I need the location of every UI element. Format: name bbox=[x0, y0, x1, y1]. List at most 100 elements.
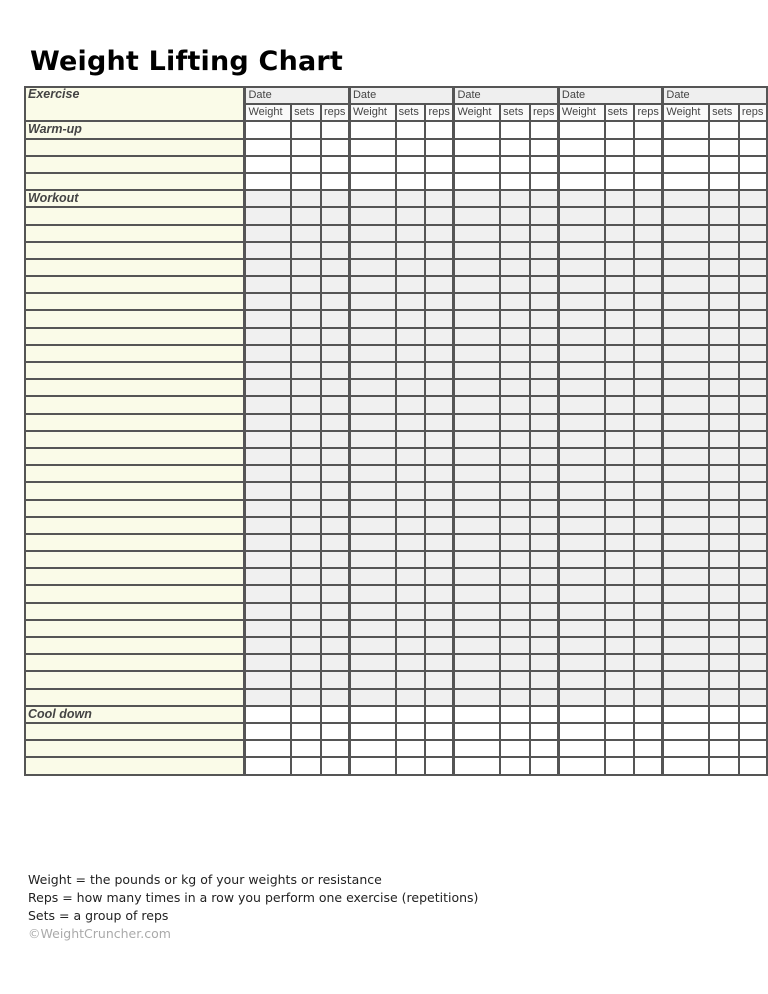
weight-cell[interactable] bbox=[452, 601, 502, 621]
reps-cell[interactable] bbox=[424, 326, 455, 346]
reps-cell[interactable] bbox=[528, 257, 560, 278]
sets-cell[interactable] bbox=[603, 756, 636, 776]
weight-cell[interactable] bbox=[347, 601, 397, 621]
sets-cell[interactable] bbox=[499, 446, 531, 467]
reps-cell[interactable] bbox=[633, 515, 664, 535]
weight-cell[interactable] bbox=[452, 137, 502, 157]
sets-cell[interactable] bbox=[708, 171, 740, 192]
reps-cell[interactable] bbox=[424, 481, 455, 501]
sets-cell[interactable] bbox=[290, 550, 322, 570]
sets-cell[interactable] bbox=[603, 206, 636, 226]
weight-cell[interactable] bbox=[661, 756, 711, 776]
weight-cell[interactable] bbox=[452, 292, 502, 312]
sets-cell[interactable] bbox=[603, 275, 636, 295]
sets-cell[interactable] bbox=[394, 429, 427, 449]
weight-cell[interactable] bbox=[452, 223, 502, 243]
weight-cell[interactable] bbox=[347, 739, 397, 759]
weight-cell[interactable] bbox=[661, 601, 711, 621]
sets-cell[interactable] bbox=[290, 292, 322, 312]
reps-cell[interactable] bbox=[424, 429, 455, 449]
weight-cell[interactable] bbox=[661, 464, 711, 484]
weight-cell[interactable] bbox=[661, 653, 711, 673]
weight-cell[interactable] bbox=[452, 240, 502, 260]
reps-cell[interactable] bbox=[528, 481, 560, 501]
reps-cell[interactable] bbox=[528, 687, 560, 707]
sets-cell[interactable] bbox=[394, 584, 427, 604]
weight-cell[interactable] bbox=[243, 464, 293, 484]
weight-cell[interactable] bbox=[347, 309, 397, 329]
reps-cell[interactable] bbox=[319, 567, 351, 587]
sets-cell[interactable] bbox=[708, 326, 740, 346]
weight-cell[interactable] bbox=[452, 567, 502, 587]
weight-cell[interactable] bbox=[452, 618, 502, 639]
sets-cell[interactable] bbox=[290, 154, 322, 174]
reps-cell[interactable] bbox=[633, 687, 664, 707]
weight-cell[interactable] bbox=[556, 446, 606, 467]
sets-cell[interactable] bbox=[499, 618, 531, 639]
sets-cell[interactable] bbox=[603, 464, 636, 484]
sets-cell[interactable] bbox=[708, 446, 740, 467]
reps-cell[interactable] bbox=[737, 498, 768, 518]
weight-cell[interactable] bbox=[243, 275, 293, 295]
sets-cell[interactable] bbox=[603, 704, 636, 724]
weight-cell[interactable] bbox=[661, 292, 711, 312]
weight-cell[interactable] bbox=[452, 189, 502, 209]
reps-cell[interactable] bbox=[737, 429, 768, 449]
weight-cell[interactable] bbox=[452, 429, 502, 449]
weight-cell[interactable] bbox=[243, 171, 293, 192]
weight-cell[interactable] bbox=[452, 154, 502, 174]
sets-cell[interactable] bbox=[603, 429, 636, 449]
sets-cell[interactable] bbox=[708, 584, 740, 604]
reps-cell[interactable] bbox=[424, 240, 455, 260]
reps-cell[interactable] bbox=[424, 171, 455, 192]
exercise-cell[interactable] bbox=[24, 378, 246, 398]
reps-cell[interactable] bbox=[633, 739, 664, 759]
sets-cell[interactable] bbox=[394, 498, 427, 518]
sets-cell[interactable] bbox=[394, 412, 427, 432]
weight-cell[interactable] bbox=[347, 584, 397, 604]
sets-cell[interactable] bbox=[394, 756, 427, 776]
sets-cell[interactable] bbox=[603, 550, 636, 570]
reps-cell[interactable] bbox=[319, 635, 351, 656]
sets-cell[interactable] bbox=[603, 257, 636, 278]
weight-cell[interactable] bbox=[243, 498, 293, 518]
sets-cell[interactable] bbox=[708, 275, 740, 295]
reps-cell[interactable] bbox=[737, 326, 768, 346]
sets-cell[interactable] bbox=[394, 343, 427, 364]
weight-cell[interactable] bbox=[243, 601, 293, 621]
weight-cell[interactable] bbox=[556, 189, 606, 209]
exercise-cell[interactable] bbox=[24, 653, 246, 673]
sets-cell[interactable] bbox=[708, 739, 740, 759]
weight-cell[interactable] bbox=[347, 412, 397, 432]
weight-cell[interactable] bbox=[243, 739, 293, 759]
weight-cell[interactable] bbox=[347, 567, 397, 587]
weight-cell[interactable] bbox=[452, 343, 502, 364]
exercise-cell[interactable] bbox=[24, 532, 246, 553]
reps-cell[interactable] bbox=[424, 618, 455, 639]
weight-cell[interactable] bbox=[452, 275, 502, 295]
sets-cell[interactable] bbox=[708, 429, 740, 449]
reps-cell[interactable] bbox=[319, 240, 351, 260]
sets-cell[interactable] bbox=[499, 739, 531, 759]
exercise-cell[interactable] bbox=[24, 464, 246, 484]
reps-cell[interactable] bbox=[737, 601, 768, 621]
weight-cell[interactable] bbox=[556, 464, 606, 484]
sets-cell[interactable] bbox=[394, 481, 427, 501]
weight-cell[interactable] bbox=[661, 154, 711, 174]
weight-cell[interactable] bbox=[661, 120, 711, 140]
sets-cell[interactable] bbox=[290, 309, 322, 329]
weight-cell[interactable] bbox=[243, 481, 293, 501]
reps-cell[interactable] bbox=[633, 704, 664, 724]
weight-cell[interactable] bbox=[243, 395, 293, 415]
sets-cell[interactable] bbox=[603, 360, 636, 381]
weight-cell[interactable] bbox=[452, 360, 502, 381]
reps-cell[interactable] bbox=[737, 395, 768, 415]
sets-cell[interactable] bbox=[290, 206, 322, 226]
sets-cell[interactable] bbox=[499, 412, 531, 432]
sets-cell[interactable] bbox=[290, 343, 322, 364]
weight-cell[interactable] bbox=[452, 326, 502, 346]
weight-cell[interactable] bbox=[661, 309, 711, 329]
reps-cell[interactable] bbox=[737, 584, 768, 604]
weight-cell[interactable] bbox=[347, 429, 397, 449]
sets-cell[interactable] bbox=[394, 154, 427, 174]
